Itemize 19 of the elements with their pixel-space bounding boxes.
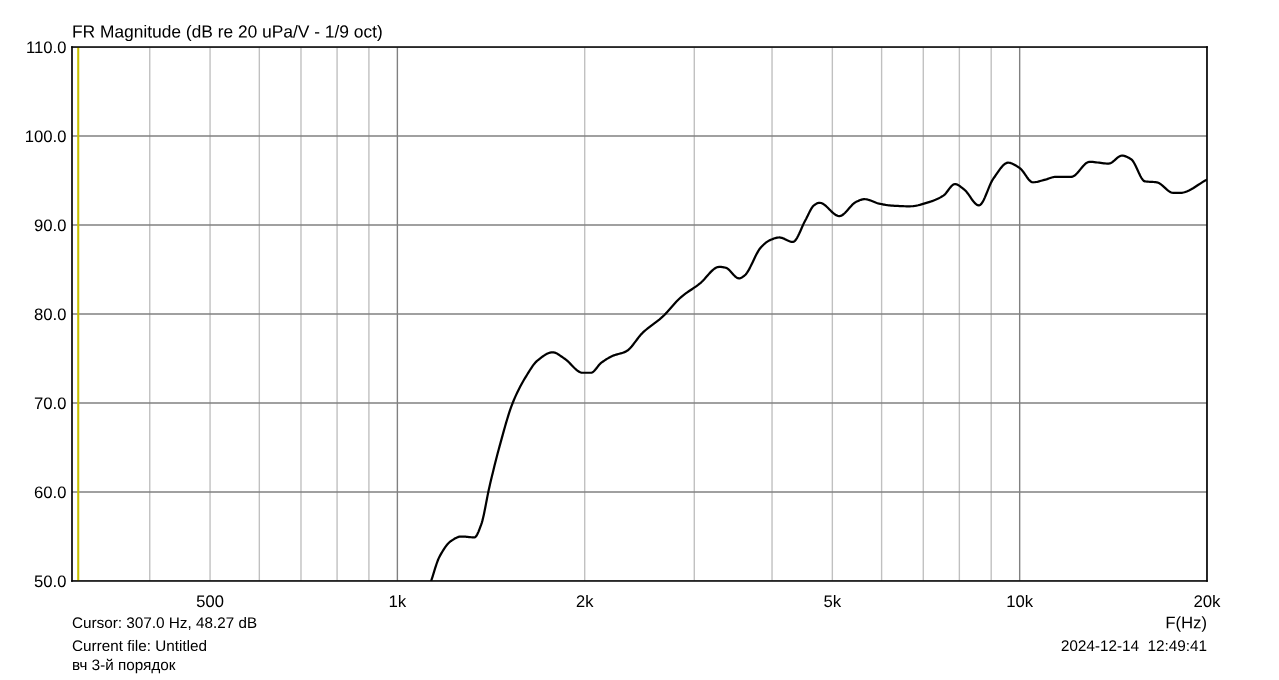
y-tick-label: 110.0 (27, 41, 66, 54)
y-tick-label: 80.0 (34, 308, 66, 321)
y-tick-label: 100.0 (26, 130, 66, 143)
x-tick-label: 5k (824, 594, 842, 608)
text: вч 3-й порядок (73, 658, 176, 674)
x-tick-label: 500 (196, 595, 224, 608)
x-tick-label: 1k (389, 594, 407, 607)
x-axis-title: F(Hz) (1166, 616, 1206, 632)
x-tick-label: 20k (1194, 594, 1221, 608)
text: Cursor: 307.0 Hz, 48.27 dB (72, 616, 257, 630)
x-tick-label: 10k (1007, 594, 1034, 608)
y-tick-label: 50.0 (34, 575, 66, 588)
y-tick-label: 70.0 (34, 397, 66, 410)
y-tick-label: 90.0 (34, 219, 66, 232)
text: Current file: Untitled (72, 639, 207, 652)
x-tick-label: 2k (576, 594, 594, 607)
y-tick-label: 60.0 (34, 486, 66, 499)
text: 2024-12-14 12:49:41 (1061, 640, 1207, 652)
chart-title: FR Magnitude (dB re 20 uPa/V - 1/9 oct) (73, 24, 382, 42)
